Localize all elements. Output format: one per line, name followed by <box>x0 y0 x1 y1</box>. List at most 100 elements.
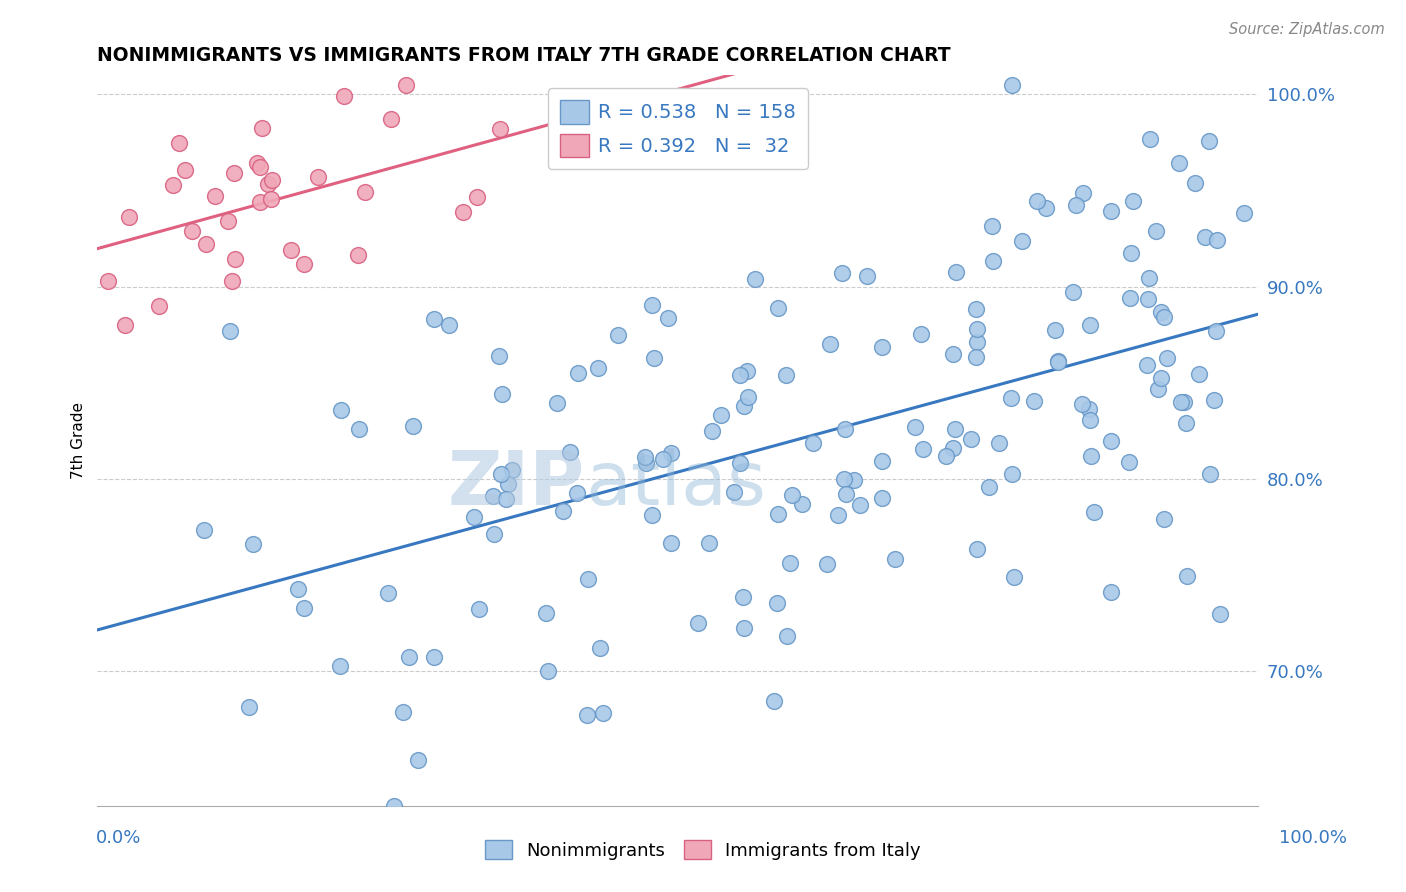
Point <box>1001 78 1024 92</box>
Point <box>118 210 141 224</box>
Point <box>700 424 723 438</box>
Point <box>827 508 849 522</box>
Point <box>377 586 399 600</box>
Point <box>1122 194 1144 209</box>
Point <box>1046 354 1069 368</box>
Point <box>380 112 402 127</box>
Point <box>1136 358 1159 372</box>
Point <box>1043 323 1066 337</box>
Point <box>1198 134 1220 148</box>
Point <box>347 247 370 261</box>
Point <box>484 527 506 541</box>
Point <box>776 629 799 643</box>
Point <box>1137 271 1160 285</box>
Point <box>491 467 513 481</box>
Point <box>1208 607 1230 621</box>
Point <box>1000 392 1022 406</box>
Point <box>737 390 759 404</box>
Point <box>242 537 264 551</box>
Point <box>723 485 745 500</box>
Point <box>252 121 274 136</box>
Point <box>287 582 309 596</box>
Point <box>1099 204 1122 219</box>
Point <box>1184 176 1206 190</box>
Point <box>219 324 242 338</box>
Point <box>1156 351 1178 365</box>
Point <box>114 318 136 332</box>
Point <box>1099 434 1122 449</box>
Point <box>606 327 628 342</box>
Point <box>733 621 755 635</box>
Point <box>1118 455 1140 469</box>
Point <box>406 753 429 767</box>
Point <box>1002 570 1025 584</box>
Point <box>966 334 988 349</box>
Text: ZIP: ZIP <box>447 448 585 521</box>
Point <box>960 432 983 446</box>
Point <box>1175 416 1198 430</box>
Point <box>765 596 787 610</box>
Point <box>641 508 664 522</box>
Point <box>835 486 858 500</box>
Point <box>780 488 803 502</box>
Point <box>1022 394 1045 409</box>
Point <box>402 418 425 433</box>
Point <box>688 615 710 630</box>
Point <box>204 189 226 203</box>
Point <box>988 435 1011 450</box>
Y-axis label: 7th Grade: 7th Grade <box>72 402 86 479</box>
Point <box>1139 131 1161 145</box>
Point <box>224 252 246 266</box>
Point <box>728 456 751 470</box>
Point <box>766 508 789 522</box>
Point <box>935 449 957 463</box>
Point <box>439 318 461 333</box>
Point <box>1078 413 1101 427</box>
Point <box>292 257 315 271</box>
Point <box>256 178 278 192</box>
Point <box>657 310 679 325</box>
Point <box>451 204 474 219</box>
Point <box>260 173 283 187</box>
Text: Source: ZipAtlas.com: Source: ZipAtlas.com <box>1229 22 1385 37</box>
Text: 0.0%: 0.0% <box>96 829 141 847</box>
Point <box>329 402 352 417</box>
Point <box>832 472 855 486</box>
Point <box>643 351 665 366</box>
Legend: R = 0.538   N = 158, R = 0.392   N =  32: R = 0.538 N = 158, R = 0.392 N = 32 <box>548 88 808 169</box>
Point <box>1206 233 1229 247</box>
Point <box>465 189 488 203</box>
Point <box>249 194 271 209</box>
Point <box>659 446 682 460</box>
Point <box>1078 401 1101 416</box>
Point <box>818 336 841 351</box>
Point <box>965 302 987 317</box>
Point <box>588 640 610 655</box>
Point <box>592 706 614 720</box>
Point <box>1062 285 1084 299</box>
Point <box>831 266 853 280</box>
Point <box>307 170 329 185</box>
Point <box>815 557 838 571</box>
Point <box>884 552 907 566</box>
Point <box>1119 291 1142 305</box>
Point <box>1071 396 1094 410</box>
Point <box>333 89 356 103</box>
Point <box>1144 223 1167 237</box>
Point <box>1175 569 1198 583</box>
Point <box>97 274 120 288</box>
Text: atlas: atlas <box>585 448 766 521</box>
Point <box>634 450 657 464</box>
Point <box>588 360 610 375</box>
Point <box>766 301 789 315</box>
Point <box>1071 186 1094 200</box>
Point <box>1001 467 1024 482</box>
Point <box>775 368 797 382</box>
Point <box>744 271 766 285</box>
Point <box>546 395 568 409</box>
Point <box>496 477 519 491</box>
Point <box>280 243 302 257</box>
Point <box>576 707 599 722</box>
Point <box>354 185 377 199</box>
Point <box>941 347 963 361</box>
